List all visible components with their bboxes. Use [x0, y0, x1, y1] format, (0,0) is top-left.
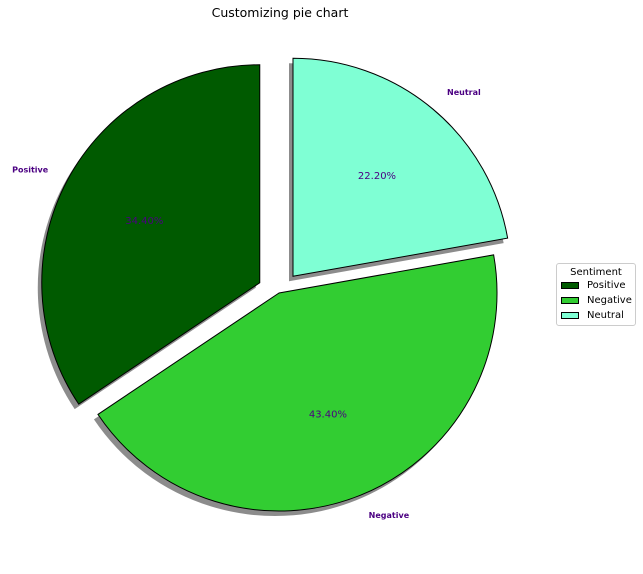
- legend-item-neutral: Neutral: [557, 308, 635, 323]
- pie-slices: [41, 57, 509, 512]
- legend-label-positive: Positive: [587, 280, 626, 291]
- pct-label-negative: 43.40%: [309, 409, 347, 420]
- slice-label-positive: Positive: [12, 165, 49, 174]
- legend-title: Sentiment: [570, 267, 622, 278]
- pie-slice-negative: [97, 254, 498, 512]
- legend-label-neutral: Neutral: [587, 310, 624, 321]
- pie-slice-positive: [41, 64, 261, 405]
- pie-slice-neutral: [292, 57, 509, 277]
- legend-item-positive: Positive: [557, 278, 635, 293]
- legend-label-negative: Negative: [587, 295, 632, 306]
- pct-label-neutral: 22.20%: [358, 171, 396, 182]
- legend-swatch-positive: [561, 282, 579, 289]
- legend-swatch-negative: [561, 297, 579, 304]
- slice-label-neutral: Neutral: [447, 88, 481, 97]
- pie-chart: Positive 34.40% Negative 43.40% Neutral 22.20…: [12, 57, 509, 520]
- legend-item-negative: Negative: [557, 293, 635, 308]
- chart-title: Customizing pie chart: [211, 5, 349, 20]
- legend: Sentiment Positive Negative Neutral: [556, 263, 636, 326]
- legend-swatch-neutral: [561, 312, 579, 319]
- pct-label-positive: 34.40%: [125, 216, 163, 227]
- pie-labels: Positive 34.40% Negative 43.40% Neutral 22.20…: [12, 88, 481, 520]
- slice-label-negative: Negative: [369, 511, 410, 520]
